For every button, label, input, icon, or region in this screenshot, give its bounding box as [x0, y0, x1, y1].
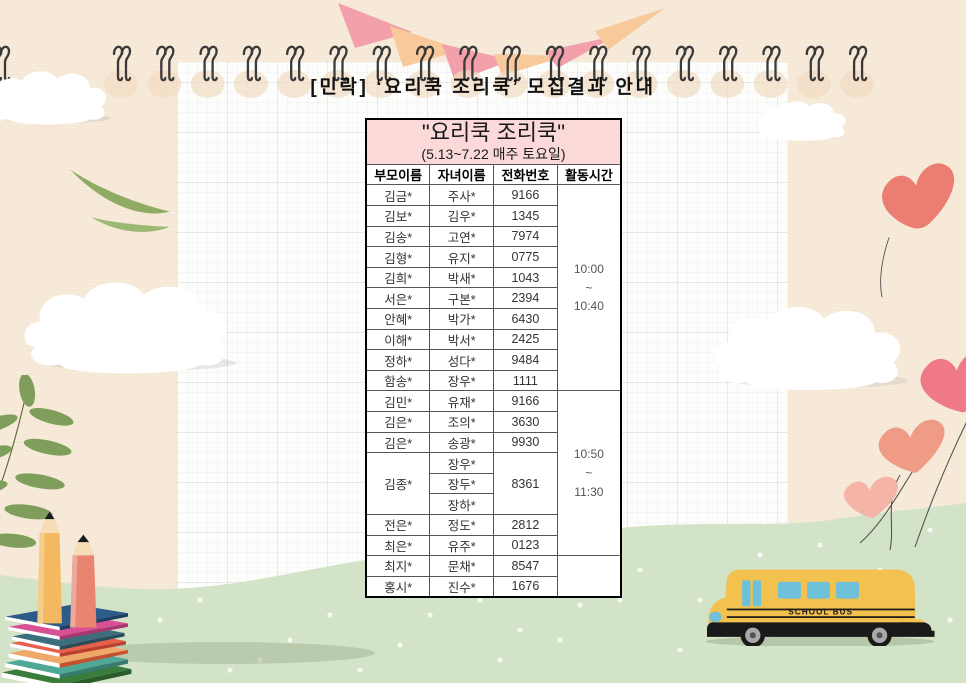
svg-text:SCHOOL BUS: SCHOOL BUS	[788, 608, 853, 617]
